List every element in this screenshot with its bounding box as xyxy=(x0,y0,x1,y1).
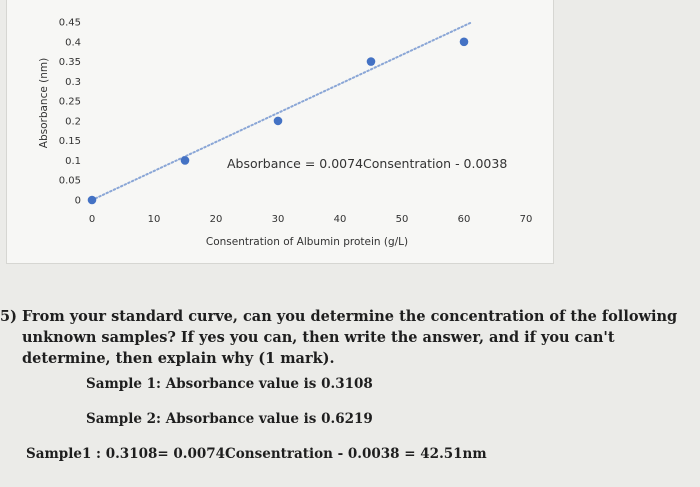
data-point xyxy=(459,37,469,47)
trendline xyxy=(91,21,472,201)
x-tick-label: 70 xyxy=(520,214,533,225)
data-point xyxy=(87,195,97,205)
question-line-3: determine, then explain why (1 mark). xyxy=(22,350,335,367)
y-tick-label: 0.35 xyxy=(59,57,81,68)
x-tick-label: 10 xyxy=(148,214,161,225)
question-line-1: From your standard curve, can you determ… xyxy=(22,308,678,325)
x-tick-label: 50 xyxy=(396,214,409,225)
y-tick-label: 0.25 xyxy=(59,97,81,108)
question-number: 5) xyxy=(0,308,17,325)
y-tick-label: 0.4 xyxy=(65,37,81,48)
chart-panel: 0 0.05 0.1 0.15 0.2 0.25 0.3 0.35 0.4 0.45 0 10 20 3… xyxy=(6,0,554,264)
question-line-2: unknown samples? If yes you can, then wr… xyxy=(22,329,615,346)
x-tick-label: 30 xyxy=(272,214,285,225)
y-tick-label: 0.3 xyxy=(65,77,81,88)
y-tick-label: 0.15 xyxy=(59,136,81,147)
x-tick-label: 40 xyxy=(334,214,347,225)
sample-1-text: Sample 1: Absorbance value is 0.3108 xyxy=(86,376,373,392)
scatter-chart: 0 0.05 0.1 0.15 0.2 0.25 0.3 0.35 0.4 0.45 0 10 20 3… xyxy=(38,18,533,249)
data-point xyxy=(273,116,283,126)
data-point xyxy=(180,156,190,165)
data-points xyxy=(87,37,469,205)
y-axis-ticks: 0 0.05 0.1 0.15 0.2 0.25 0.3 0.35 0.4 0.45 xyxy=(59,18,81,207)
x-axis-ticks: 0 10 20 30 40 50 60 70 xyxy=(89,214,533,225)
y-tick-label: 0.1 xyxy=(65,156,81,167)
y-tick-label: 0.45 xyxy=(59,18,81,29)
trendline-equation: Absorbance = 0.0074Consentration - 0.003… xyxy=(227,156,507,171)
y-axis-title: Absorbance (nm) xyxy=(38,58,50,148)
data-point xyxy=(366,57,376,66)
answer-text: Sample1 : 0.3108= 0.0074Consentration - … xyxy=(26,446,487,462)
sample-2-text: Sample 2: Absorbance value is 0.6219 xyxy=(86,411,373,427)
x-tick-label: 60 xyxy=(458,214,471,225)
x-tick-label: 0 xyxy=(89,214,95,225)
y-tick-label: 0.05 xyxy=(59,176,81,187)
y-tick-label: 0 xyxy=(75,196,81,207)
y-tick-label: 0.2 xyxy=(65,116,81,127)
x-tick-label: 20 xyxy=(210,214,223,225)
x-axis-title: Consentration of Albumin protein (g/L) xyxy=(206,236,408,248)
